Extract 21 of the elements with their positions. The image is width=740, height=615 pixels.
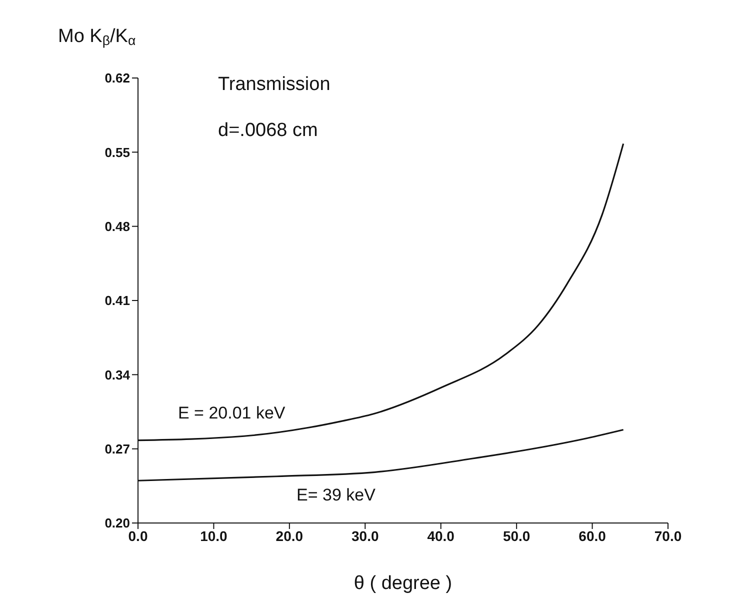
x-tick-label: 60.0 bbox=[578, 528, 606, 544]
y-tick-label: 0.41 bbox=[104, 293, 130, 308]
x-tick-label: 0.0 bbox=[128, 528, 148, 544]
x-tick-label: 40.0 bbox=[427, 528, 455, 544]
x-tick-label: 10.0 bbox=[200, 528, 228, 544]
series-label: E = 20.01 keV bbox=[178, 403, 286, 422]
y-tick-label: 0.55 bbox=[104, 144, 130, 160]
x-axis-title: θ ( degree ) bbox=[354, 573, 452, 594]
y-tick-label: 0.48 bbox=[104, 218, 130, 234]
x-tick-label: 30.0 bbox=[352, 528, 379, 544]
x-tick-label: 50.0 bbox=[502, 528, 530, 544]
x-tick-label: 20.0 bbox=[276, 528, 304, 544]
y-tick-label: 0.62 bbox=[104, 70, 130, 86]
y-tick-label: 0.34 bbox=[104, 367, 131, 382]
y-tick-label: 0.27 bbox=[104, 441, 130, 456]
annotation: Transmission bbox=[218, 74, 330, 95]
y-axis-title: Mo K$_{β}$/K$_{α}$ bbox=[58, 26, 136, 48]
x-tick-label: 70.0 bbox=[654, 528, 682, 544]
series-label: E= 39 keV bbox=[296, 485, 376, 504]
annotation: d=.0068 cm bbox=[218, 120, 318, 141]
y-tick-label: 0.20 bbox=[104, 516, 130, 531]
